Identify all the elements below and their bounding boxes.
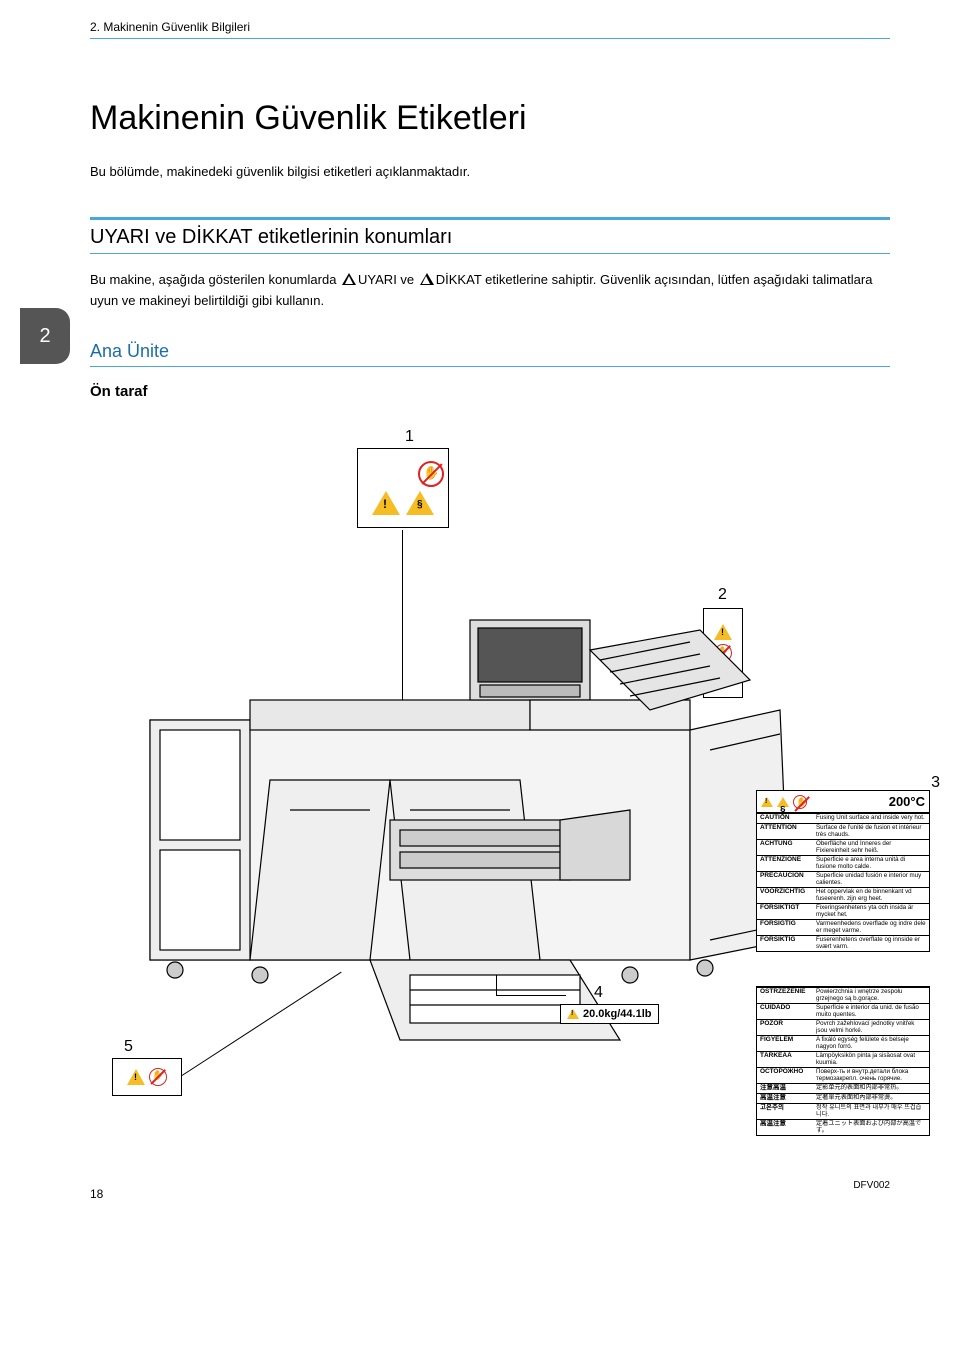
callout-number-3: 3 [931,774,940,792]
caution-text: Поверх-ть и внутр.детали блока термозакр… [813,1067,929,1083]
callout-leader-4a [496,975,497,995]
caution-lang: 高温注意 [757,1119,813,1135]
document-code: DFV002 [90,1180,890,1191]
caution-lang: ATTENTION [757,823,813,839]
caution-text: 定著單元表面和內部非常燙。 [813,1093,929,1103]
caution-text: Fusing Unit surface and inside very hot. [813,813,929,823]
section-body-part2: UYARI ve [358,272,418,287]
sub-section-rule [90,366,890,367]
section-body: Bu makine, aşağıda gösterilen konumlarda… [90,270,890,312]
caution-label-header: 200°C [757,791,929,813]
caution-label-rows-2: OSTRZEŻENIEPowierzchnia i wnętrze zespoł… [757,987,929,1135]
caution-text: Superfície e interior da unid. de fusão … [813,1003,929,1019]
caution-multilang-label: 200°C CAUTIONFusing Unit surface and ins… [756,790,930,952]
caution-lang: ACHTUNG [757,839,813,855]
caution-text: 정착 유니트의 표면과 내부가 매우 뜨겁습니다. [813,1103,929,1119]
caution-lang: FIGYELEM [757,1035,813,1051]
no-touch-icon [418,461,444,487]
warning-label-1 [357,448,449,528]
caution-text: Varmeenhedens overflade og indre dele er… [813,919,929,935]
printer-illustration [90,520,870,1090]
caution-text: Fuserenhetens overflate og innside er sv… [813,935,929,951]
caution-text: 定着ユニット表面および内部が高温です。 [813,1119,929,1135]
sub-sub-heading: Ön taraf [90,383,890,400]
caution-lang: ATTENZIONE [757,855,813,871]
caution-text: Superficie e area interna unità di fusio… [813,855,929,871]
caution-lang: FORSIGTIG [757,919,813,935]
caution-lang: PRECAUCIÓN [757,871,813,887]
caution-text: Powierzchnia i wnętrze zespołu grzejnego… [813,987,929,1003]
page-number: 18 [90,1187,103,1201]
temperature-value: 200°C [889,794,925,809]
caution-triangle-icon [420,273,434,285]
no-touch-icon [149,1068,167,1086]
chapter-divider [90,38,890,39]
caution-text: A fixáló egység felülete és belseje nagy… [813,1035,929,1051]
weight-label-4: 20.0kg/44.1lb [560,1004,659,1024]
section-body-part1: Bu makine, aşağıda gösterilen konumlarda [90,272,340,287]
page-title: Makinenin Güvenlik Etiketleri [90,99,890,138]
callout-leader-4b [496,995,566,996]
machine-diagram: 1 2 [90,430,890,1170]
callout-number-5: 5 [124,1038,133,1056]
caution-lang: 고온주의 [757,1103,813,1119]
caution-text: Het oppervlak en de binnenkant vd fuseer… [813,887,929,903]
caution-lang: VOORZICHTIG [757,887,813,903]
caution-text: Superficie unidad fusión e interior muy … [813,871,929,887]
caution-lang: POZOR [757,1019,813,1035]
no-touch-icon [793,795,807,809]
warning-triangle-icon [342,273,356,285]
caution-lang: 注意高温 [757,1083,813,1093]
caution-multilang-label-2: OSTRZEŻENIEPowierzchnia i wnętrze zespoł… [756,986,930,1136]
section-number-tab: 2 [20,308,70,364]
caution-lang: FORSIKTIG [757,935,813,951]
caution-lang: FÖRSIKTIGT [757,903,813,919]
caution-lang: TÄRKEÄÄ [757,1051,813,1067]
caution-lang: 高温注意 [757,1093,813,1103]
hot-surface-icon [406,491,434,515]
intro-paragraph: Bu bölümde, makinedeki güvenlik bilgisi … [90,162,890,183]
warning-triangle-icon [761,797,773,807]
caution-text: Surface de l'unité de fusion et intérieu… [813,823,929,839]
hot-surface-icon [777,797,789,807]
caution-lang: CUIDADO [757,1003,813,1019]
caution-text: Fixeringsenhetens yta och insida är myck… [813,903,929,919]
caution-lang: ОСТОРОЖНО [757,1067,813,1083]
warning-label-5 [112,1058,182,1096]
sub-section-heading: Ana Ünite [90,341,890,362]
caution-text: Povrch zažehlovací jednotky vnitřek jsou… [813,1019,929,1035]
callout-number-4: 4 [594,984,603,1002]
warning-triangle-icon [567,1009,579,1019]
warning-triangle-icon [127,1069,145,1085]
section-heading: UYARI ve DİKKAT etiketlerinin konumları [90,226,890,249]
caution-text: Oberfläche und Inneres der Fixiereinheit… [813,839,929,855]
caution-label-rows: CAUTIONFusing Unit surface and inside ve… [757,813,929,951]
chapter-header: 2. Makinenin Güvenlik Bilgileri [90,20,890,34]
caution-lang: OSTRZEŻENIE [757,987,813,1003]
callout-number-1: 1 [405,428,414,446]
caution-text: Lämpöyksikön pinta ja sisäosat ovat kuum… [813,1051,929,1067]
section-rule-bottom [90,253,890,254]
caution-text: 定影单元的表面和内部非常热。 [813,1083,929,1093]
section-rule-top [90,217,890,220]
warning-triangle-icon [372,491,400,515]
weight-text: 20.0kg/44.1lb [583,1008,652,1020]
